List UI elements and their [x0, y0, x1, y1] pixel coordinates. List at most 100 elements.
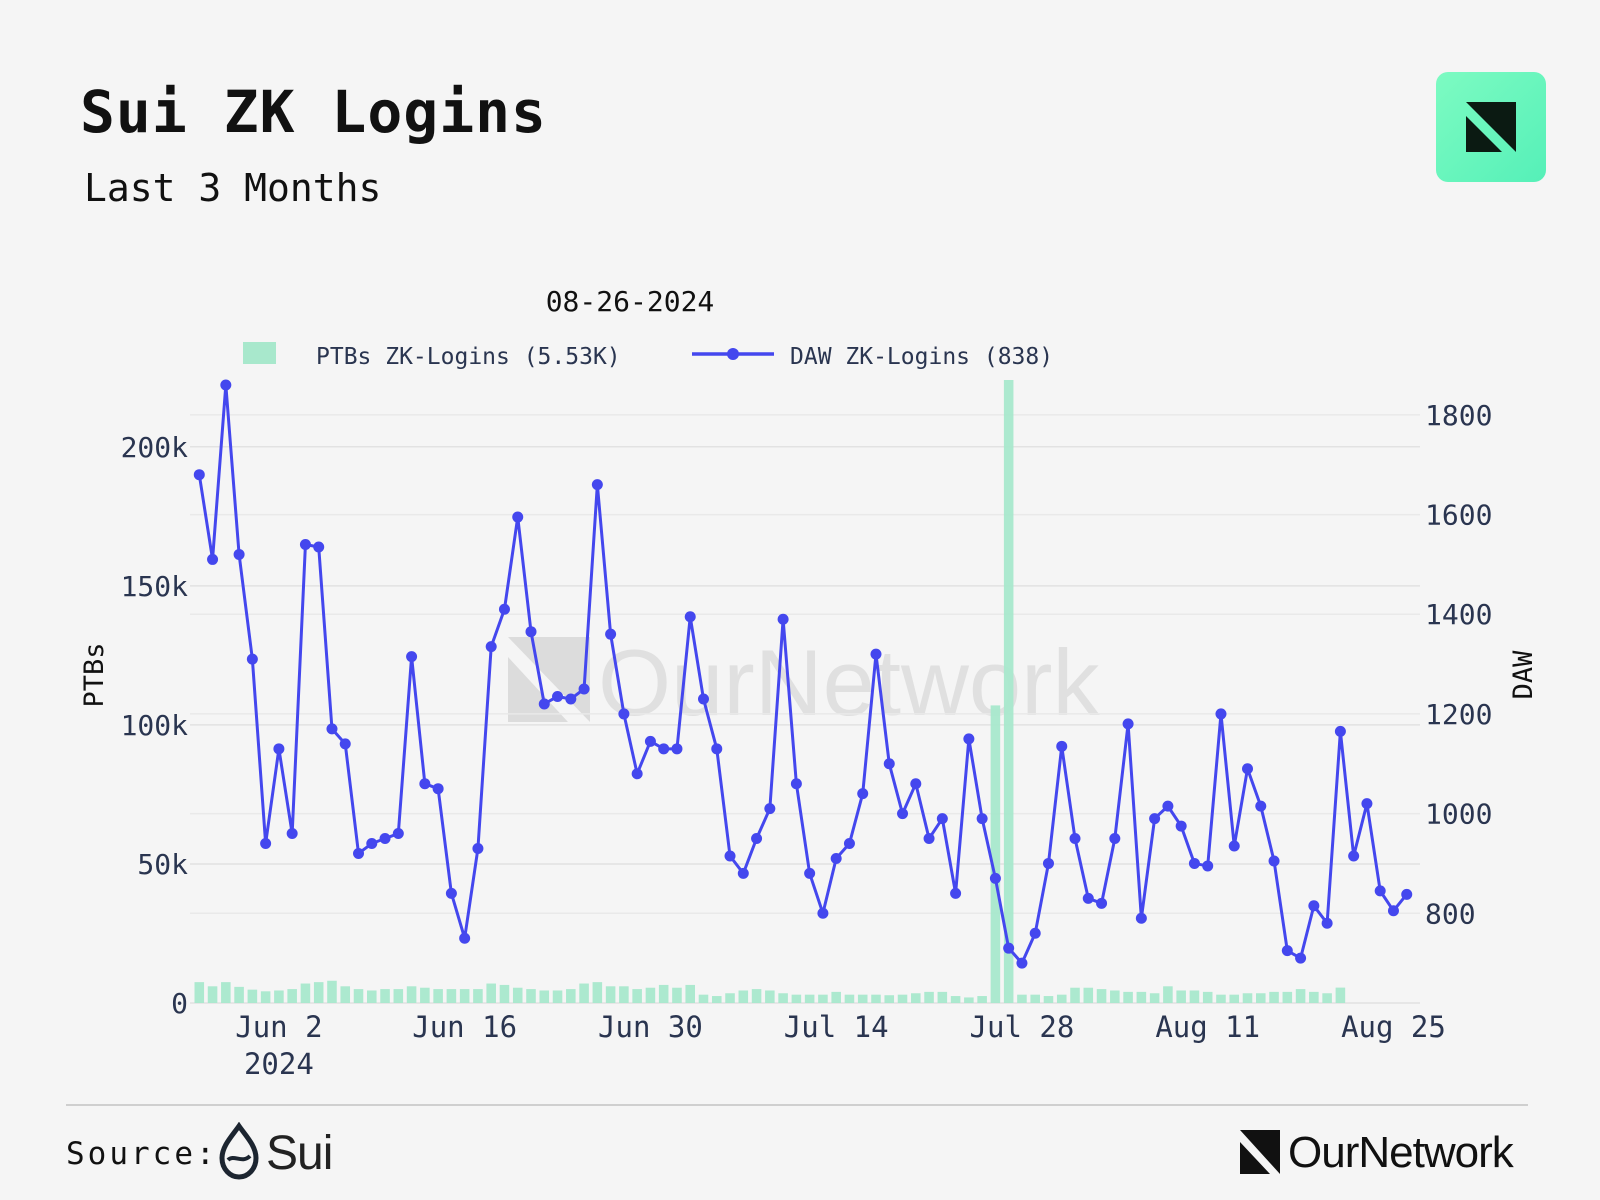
bar[interactable] — [1043, 996, 1054, 1003]
line-point[interactable] — [1162, 800, 1174, 812]
line-point[interactable] — [286, 828, 298, 840]
line-point[interactable] — [658, 743, 670, 755]
line-point[interactable] — [1016, 957, 1028, 969]
line-point[interactable] — [644, 735, 656, 747]
line-point[interactable] — [1361, 798, 1373, 810]
bar[interactable] — [194, 982, 205, 1003]
bar[interactable] — [1256, 993, 1266, 1003]
line-point[interactable] — [1401, 888, 1413, 900]
bar[interactable] — [632, 989, 642, 1003]
bar[interactable] — [844, 994, 855, 1003]
bar[interactable] — [207, 986, 218, 1003]
bar[interactable] — [473, 989, 483, 1003]
line-point[interactable] — [353, 847, 365, 859]
line-point[interactable] — [538, 698, 550, 710]
line-point[interactable] — [724, 850, 736, 862]
line-point[interactable] — [525, 626, 537, 638]
bar[interactable] — [340, 986, 351, 1003]
bar[interactable] — [738, 990, 749, 1003]
line-point[interactable] — [697, 693, 709, 705]
line-point[interactable] — [817, 907, 829, 919]
line-point[interactable] — [1003, 942, 1015, 954]
line-point[interactable] — [1042, 857, 1054, 869]
line-point[interactable] — [1281, 945, 1293, 957]
line-point[interactable] — [1069, 833, 1081, 845]
line-point[interactable] — [591, 479, 603, 491]
bar[interactable] — [1322, 993, 1332, 1003]
bar[interactable] — [964, 997, 974, 1003]
line-point[interactable] — [1308, 900, 1320, 912]
line-point[interactable] — [578, 683, 590, 695]
bar[interactable] — [1017, 994, 1027, 1003]
line-point[interactable] — [366, 838, 378, 850]
bar[interactable] — [1096, 989, 1107, 1003]
line-point[interactable] — [1109, 833, 1121, 845]
bar[interactable] — [300, 983, 311, 1003]
bar[interactable] — [1163, 986, 1173, 1003]
bar[interactable] — [791, 994, 802, 1003]
bar[interactable] — [1269, 991, 1279, 1003]
line-point[interactable] — [1082, 892, 1094, 904]
line-point[interactable] — [459, 932, 471, 944]
bar[interactable] — [818, 994, 828, 1003]
line-point[interactable] — [207, 553, 219, 565]
line-point[interactable] — [631, 768, 643, 780]
bar[interactable] — [937, 991, 948, 1003]
line-point[interactable] — [1255, 800, 1267, 812]
line-point[interactable] — [552, 690, 564, 702]
bar[interactable] — [765, 990, 775, 1003]
bar[interactable] — [459, 989, 470, 1003]
bar[interactable] — [857, 994, 868, 1003]
bar[interactable] — [1335, 987, 1346, 1003]
bar[interactable] — [897, 994, 908, 1003]
line-point[interactable] — [1135, 912, 1147, 924]
bar[interactable] — [990, 705, 1001, 1003]
bar[interactable] — [566, 989, 576, 1003]
bar[interactable] — [579, 983, 589, 1003]
line-point[interactable] — [472, 842, 484, 854]
line-point[interactable] — [764, 803, 776, 815]
bar-series[interactable] — [194, 380, 1346, 1003]
bar[interactable] — [446, 989, 457, 1003]
line-point[interactable] — [857, 788, 869, 800]
line-point[interactable] — [618, 708, 630, 720]
bar[interactable] — [327, 980, 337, 1003]
line-point[interactable] — [1029, 927, 1041, 939]
bar[interactable] — [871, 994, 881, 1003]
bar[interactable] — [1070, 987, 1080, 1003]
line-point[interactable] — [1122, 718, 1134, 730]
bar[interactable] — [1149, 993, 1160, 1003]
bar[interactable] — [221, 982, 231, 1003]
bar[interactable] — [486, 983, 496, 1003]
bar[interactable] — [1003, 380, 1014, 1003]
line-point[interactable] — [379, 833, 391, 845]
bar[interactable] — [977, 996, 987, 1003]
line-point[interactable] — [406, 651, 418, 663]
bar[interactable] — [831, 991, 841, 1003]
bar[interactable] — [1202, 991, 1213, 1003]
line-point[interactable] — [671, 743, 683, 755]
line-point[interactable] — [220, 379, 232, 391]
line-point[interactable] — [1149, 813, 1161, 825]
line-point[interactable] — [1348, 850, 1360, 862]
line-point[interactable] — [684, 611, 696, 623]
line-point[interactable] — [313, 541, 325, 553]
line-point[interactable] — [1215, 708, 1227, 720]
bar[interactable] — [1123, 991, 1133, 1003]
line-point[interactable] — [1268, 855, 1280, 867]
bar[interactable] — [367, 990, 377, 1003]
line-point[interactable] — [1387, 905, 1399, 917]
bar[interactable] — [247, 989, 258, 1003]
bar[interactable] — [380, 989, 390, 1003]
bar[interactable] — [1295, 989, 1306, 1003]
line-point[interactable] — [273, 743, 285, 755]
bar[interactable] — [778, 993, 788, 1003]
line-point[interactable] — [910, 778, 922, 790]
line-point[interactable] — [1242, 763, 1254, 775]
line-point[interactable] — [1228, 840, 1240, 852]
bar[interactable] — [539, 990, 550, 1003]
legend[interactable]: 08-26-2024 PTBs ZK-Logins (5.53K) DAW ZK-L… — [243, 285, 1053, 370]
line-point[interactable] — [605, 628, 617, 640]
line-point[interactable] — [1188, 857, 1200, 869]
line-point[interactable] — [936, 813, 948, 825]
